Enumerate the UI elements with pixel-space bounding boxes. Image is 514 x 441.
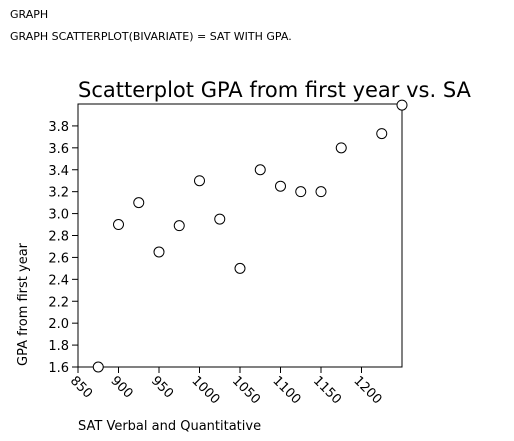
data-point (335, 142, 347, 154)
y-tick-label: 2.0 (48, 317, 69, 332)
data-point (113, 219, 124, 231)
chart-title: Scatterplot GPA from first year vs. SA (78, 78, 472, 102)
x-tick-label: 1050 (229, 373, 263, 407)
data-point (315, 186, 327, 198)
x-tick-label: 950 (148, 373, 176, 401)
data-point (254, 164, 266, 176)
data-point (173, 220, 185, 232)
x-tick-label: 850 (67, 373, 95, 401)
y-tick-label: 2.8 (48, 230, 69, 245)
x-axis-label: SAT Verbal and Quantitative (78, 419, 261, 434)
data-point (153, 246, 165, 258)
data-point (295, 186, 307, 198)
syntax-command-scatterplot: GRAPH SCATTERPLOT(BIVARIATE) = SAT WITH … (10, 30, 292, 43)
y-tick-label: 3.0 (48, 208, 69, 223)
x-tick-label: 1000 (188, 373, 222, 407)
y-tick-label: 3.8 (48, 120, 69, 135)
x-axis: 850 900 950 1000 1050 1100 1150 1200 (67, 367, 384, 407)
x-tick-label: 1100 (269, 373, 303, 407)
y-tick-label: 1.8 (48, 339, 69, 354)
data-point (92, 361, 104, 373)
syntax-command-graph: GRAPH (10, 8, 49, 21)
data-points (92, 99, 408, 373)
y-tick-label: 2.2 (48, 295, 69, 310)
y-axis-label: GPA from first year (16, 242, 31, 366)
data-point (133, 197, 145, 209)
y-tick-label: 2.4 (48, 273, 69, 288)
data-point (396, 99, 408, 111)
data-point (214, 213, 226, 225)
data-point (275, 180, 286, 192)
x-tick-label: 1150 (310, 373, 344, 407)
y-tick-label: 3.4 (48, 164, 69, 179)
data-point (234, 262, 246, 274)
y-tick-label: 3.6 (48, 142, 69, 157)
data-point (194, 175, 205, 187)
x-tick-label: 1200 (350, 373, 384, 407)
y-tick-label: 2.6 (48, 251, 69, 266)
x-tick-label: 900 (107, 373, 135, 401)
plot-area-frame (77, 103, 403, 368)
y-axis: 1.6 1.8 2.0 2.2 2.4 2.6 2.8 3.0 3.2 3.4 3.6 3.8 (48, 120, 78, 376)
data-point (376, 128, 388, 140)
y-tick-label: 1.6 (48, 361, 69, 376)
y-tick-label: 3.2 (48, 186, 69, 201)
